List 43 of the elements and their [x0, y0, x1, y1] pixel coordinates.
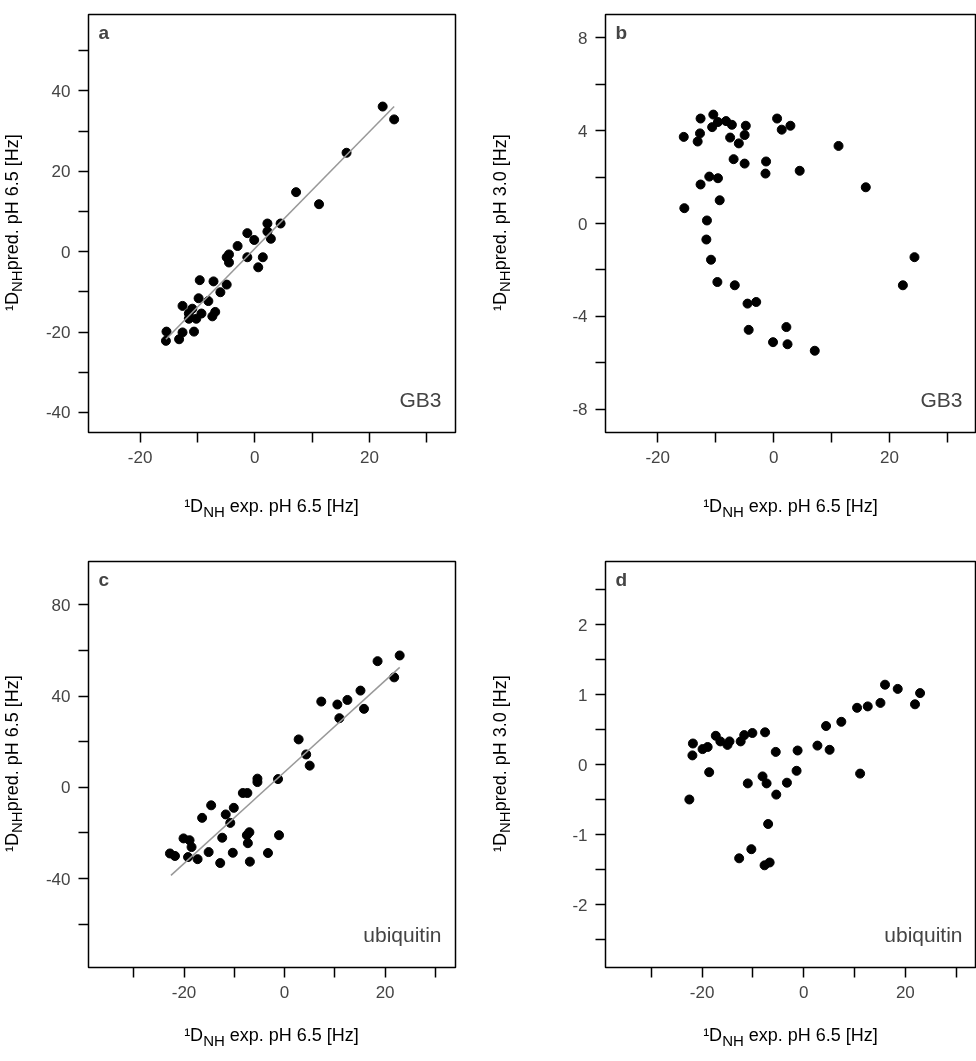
annotation: GB3 [920, 387, 963, 411]
x-tick-label: 0 [250, 447, 260, 467]
annotation: ubiquitin [363, 922, 442, 946]
chart-title: c [98, 568, 110, 590]
y-tick-label: -40 [45, 403, 71, 423]
x-axis-title: ¹D$_{NH}$ exp. pH 6.5 [Hz] [184, 495, 359, 522]
x-tick-label: 20 [375, 982, 395, 1002]
y-tick-label: 0 [578, 214, 588, 234]
x-tick-label: 0 [279, 982, 290, 1002]
y-tick-label: 2 [578, 615, 588, 635]
x-axis-title: ¹D$_{NH}$ exp. pH 6.5 [Hz] [184, 1024, 359, 1051]
x-tick-label: 20 [360, 447, 379, 467]
x-tick-label: 0 [768, 447, 779, 467]
x-tick-label: -20 [645, 447, 670, 467]
annotation: GB3 [399, 387, 442, 411]
y-tick-label: 0 [61, 242, 71, 262]
y-tick-label: 40 [51, 687, 71, 707]
y-tick-label: 40 [51, 81, 71, 101]
y-tick-label: -4 [572, 307, 588, 327]
y-tick-label: -8 [572, 400, 588, 420]
x-axis-title: ¹D$_{NH}$ exp. pH 6.5 [Hz] [703, 1024, 878, 1051]
annotation: ubiquitin [884, 922, 963, 946]
chart-title: b [615, 21, 628, 43]
x-tick-label: 20 [880, 447, 900, 467]
x-tick-label: -20 [689, 982, 715, 1002]
y-tick-label: 0 [61, 778, 71, 798]
chart-title: d [615, 568, 628, 590]
y-tick-label: -40 [45, 869, 71, 889]
y-tick-label: 4 [578, 121, 588, 141]
chart-title: a [98, 21, 110, 43]
y-tick-label: 0 [578, 755, 588, 775]
y-tick-label: 8 [578, 28, 588, 48]
y-tick-label: -20 [45, 323, 71, 343]
y-tick-label: 1 [578, 685, 588, 705]
x-tick-label: 0 [798, 982, 809, 1002]
x-tick-label: 20 [895, 982, 915, 1002]
x-tick-label: -20 [171, 982, 197, 1002]
y-tick-label: 20 [51, 162, 71, 182]
x-tick-label: -20 [127, 447, 153, 467]
y-tick-label: 80 [51, 595, 71, 615]
y-tick-label: -2 [572, 895, 588, 915]
x-axis-title: ¹D$_{NH}$ exp. pH 6.5 [Hz] [703, 495, 878, 522]
y-tick-label: -1 [572, 825, 588, 845]
